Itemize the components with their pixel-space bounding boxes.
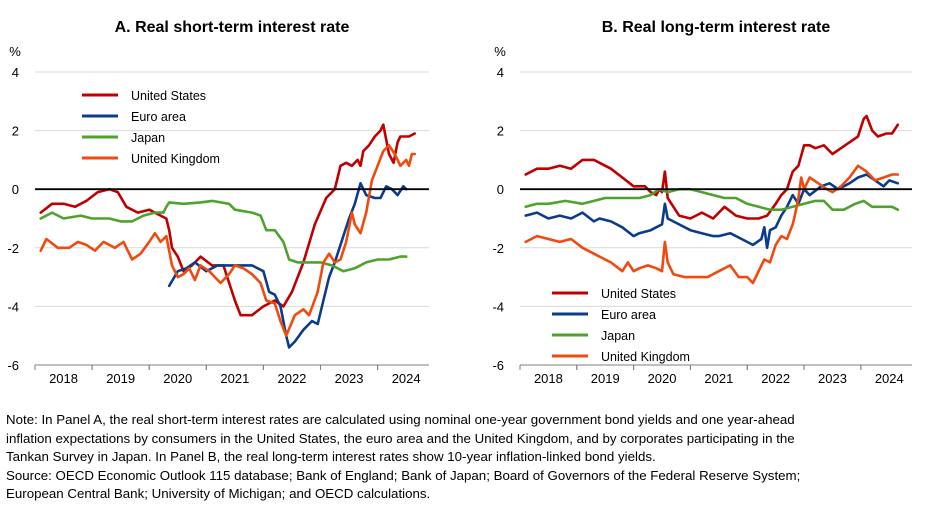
legend-label-euro-area: Euro area	[131, 110, 186, 124]
legend-label-japan: Japan	[601, 329, 635, 343]
x-tick-label: 2021	[704, 371, 733, 386]
y-tick-label: -4	[492, 299, 504, 314]
note-line: inflation expectations by consumers in t…	[6, 430, 795, 446]
source-line: Source: OECD Economic Outlook 115 databa…	[6, 467, 801, 483]
x-tick-label: 2018	[49, 371, 78, 386]
x-tick-label: 2024	[392, 371, 421, 386]
series-euro-area	[167, 182, 408, 349]
x-tick-label: 2020	[648, 371, 677, 386]
note-line: Tankan Survey in Japan. In Panel B, the …	[6, 449, 656, 465]
y-tick-label: -6	[492, 358, 504, 373]
source-line: European Central Bank; University of Mic…	[6, 486, 431, 502]
y-tick-label: -4	[7, 299, 19, 314]
x-tick-label: 2022	[761, 371, 790, 386]
x-tick-label: 2024	[875, 371, 904, 386]
x-tick-label: 2020	[163, 371, 192, 386]
panel-title: B. Real long-term interest rate	[602, 19, 831, 36]
y-unit-label: %	[9, 44, 21, 59]
legend-label-japan: Japan	[131, 131, 165, 145]
legend-label-united-states: United States	[131, 89, 206, 103]
series-united-kingdom	[39, 144, 416, 337]
panel-a: A. Real short-term interest rate% 4 2 0 -2 -4…	[7, 19, 429, 386]
x-tick-label: 2023	[818, 371, 847, 386]
series-united-kingdom	[524, 164, 900, 285]
y-tick-label: 4	[497, 65, 504, 80]
series-japan	[524, 187, 900, 211]
y-tick-label: -2	[492, 241, 504, 256]
x-tick-label: 2019	[591, 371, 620, 386]
y-tick-label: 2	[497, 124, 504, 139]
x-tick-label: 2019	[106, 371, 135, 386]
legend-label-united-kingdom: United Kingdom	[131, 152, 220, 166]
x-tick-label: 2022	[277, 371, 306, 386]
note-line: Note: In Panel A, the real short-term in…	[6, 412, 795, 427]
y-tick-label: 4	[12, 65, 19, 80]
series-euro-area	[524, 173, 900, 250]
y-unit-label: %	[494, 44, 506, 59]
y-tick-label: 0	[12, 182, 19, 197]
y-tick-label: -6	[7, 358, 19, 373]
y-tick-label: -2	[7, 241, 19, 256]
series-japan	[39, 199, 408, 273]
x-tick-label: 2018	[534, 371, 563, 386]
x-tick-label: 2023	[335, 371, 364, 386]
note-block: Note: In Panel A, the real short-term in…	[6, 411, 926, 504]
y-tick-label: 0	[497, 182, 504, 197]
legend-label-euro-area: Euro area	[601, 308, 656, 322]
figure: A. Real short-term interest rate% 4 2 0 -2 -4…	[7, 19, 912, 386]
legend-label-united-kingdom: United Kingdom	[601, 350, 690, 364]
series-united-states	[524, 114, 900, 220]
y-tick-label: 2	[12, 124, 19, 139]
legend-label-united-states: United States	[601, 287, 676, 301]
series-united-states	[39, 123, 416, 317]
panel-b: B. Real long-term interest rate% 4 2 0 -2 -4 -…	[492, 19, 912, 386]
panel-title: A. Real short-term interest rate	[115, 19, 350, 36]
x-tick-label: 2021	[220, 371, 249, 386]
